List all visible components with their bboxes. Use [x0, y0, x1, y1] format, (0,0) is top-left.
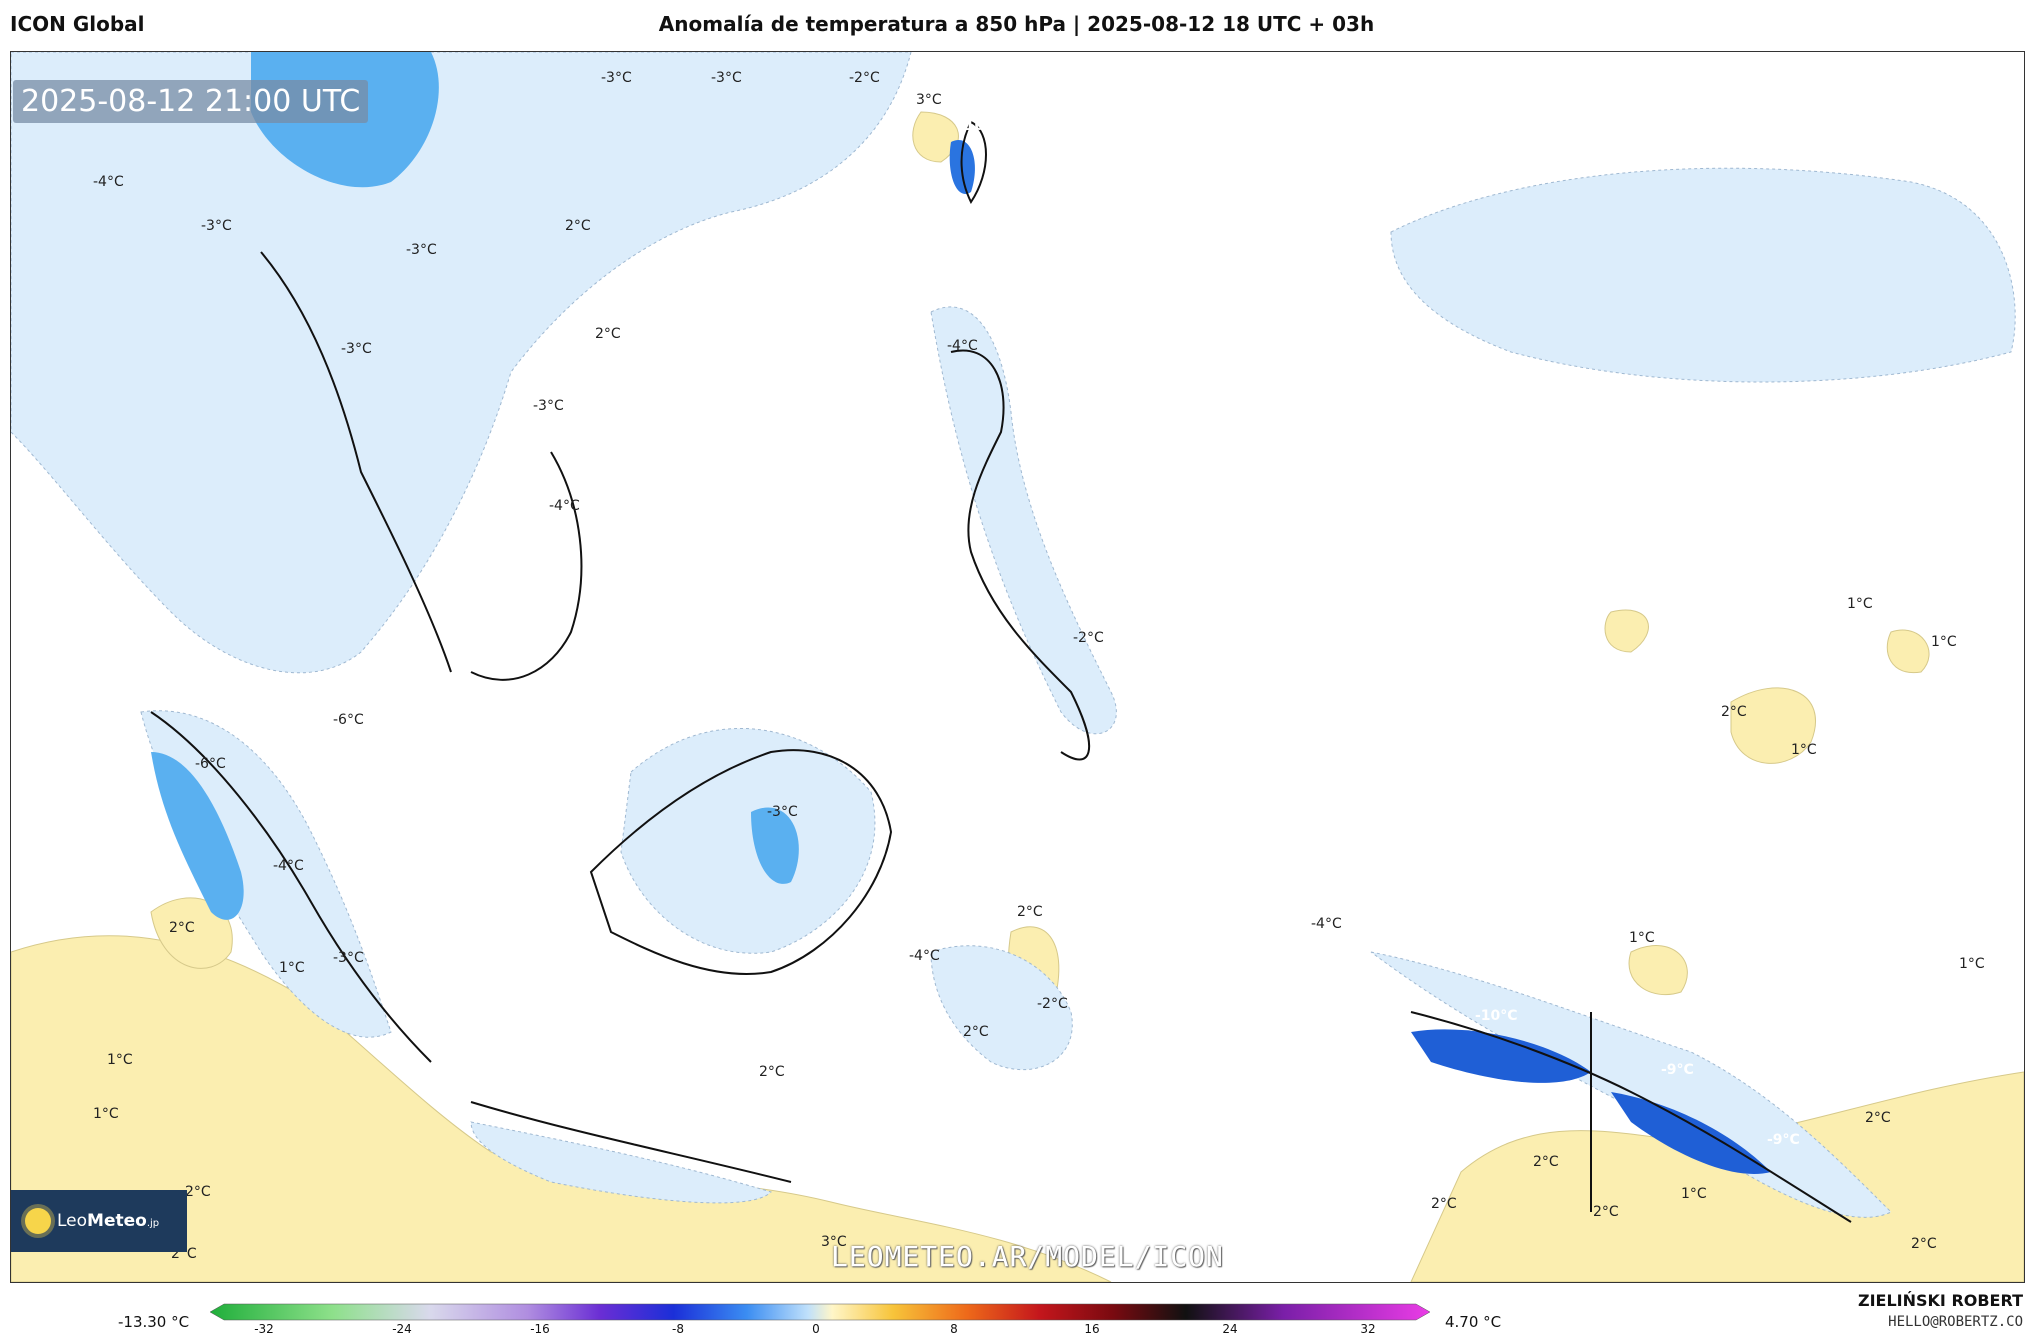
map-label: -6°C [195, 756, 226, 772]
map-label: -3°C [533, 398, 564, 414]
map-label: 1°C [1791, 742, 1817, 758]
map-label: 1°C [107, 1052, 133, 1068]
map-label: 2°C [1431, 1196, 1457, 1212]
colorbar-tick: 8 [950, 1322, 958, 1336]
colorbar-tick: 0 [812, 1322, 820, 1336]
map-label: 1°C [1959, 956, 1985, 972]
map-label: 2°C [963, 1024, 989, 1040]
map-panel[interactable]: -3°C -3°C -2°C 3°C -10°C -4°C -3°C 2°C -… [10, 51, 2025, 1283]
coastlines [150, 121, 1852, 1223]
source-watermark: LEOMETEO.AR/MODEL/ICON [831, 1240, 1224, 1273]
colorbar-tick: 32 [1360, 1322, 1376, 1336]
map-label: 2°C [1593, 1204, 1619, 1220]
map-label: 1°C [1847, 596, 1873, 612]
colorbar-tick: 24 [1222, 1322, 1238, 1336]
author-email[interactable]: HELLO@ROBERTZ.CO [1888, 1314, 2023, 1330]
map-label: -3°C [767, 804, 798, 820]
map-label: 2°C [185, 1184, 211, 1200]
map-label: -3°C [201, 218, 232, 234]
logo-text: LeoMeteo.jp [57, 1211, 160, 1231]
map-label: 2°C [759, 1064, 785, 1080]
author-name: ZIELIŃSKI ROBERT [1857, 1291, 2023, 1310]
colorbar-max-label: 4.70 °C [1445, 1313, 1502, 1331]
model-name: ICON Global [10, 12, 145, 36]
cold-anomaly-areas [11, 52, 2016, 1218]
map-label: 1°C [1931, 634, 1957, 650]
map-label: -4°C [93, 174, 124, 190]
map-label: 2°C [595, 326, 621, 342]
map-label: -4°C [549, 498, 580, 514]
map-label: -2°C [849, 70, 880, 86]
map-label: 2°C [1533, 1154, 1559, 1170]
leometeo-logo[interactable]: LeoMeteo.jp [11, 1190, 187, 1252]
map-labels: -3°C -3°C -2°C 3°C -10°C -4°C -3°C 2°C -… [93, 70, 1985, 1262]
map-label: -9°C [1767, 1132, 1800, 1148]
map-label: 1°C [1629, 930, 1655, 946]
map-label: -6°C [333, 712, 364, 728]
map-label: -4°C [909, 948, 940, 964]
map-label: 3°C [821, 1234, 847, 1250]
map-label: 1°C [1681, 1186, 1707, 1202]
map-label: 2°C [565, 218, 591, 234]
map-label: -3°C [333, 950, 364, 966]
map-label: -3°C [406, 242, 437, 258]
colorbar-tick: -24 [392, 1322, 412, 1336]
map-label: -4°C [273, 858, 304, 874]
map-label: 3°C [916, 92, 942, 108]
map-label: 2°C [169, 920, 195, 936]
map-label: -2°C [1073, 630, 1104, 646]
colorbar-tick: -8 [672, 1322, 684, 1336]
map-label: -3°C [601, 70, 632, 86]
map-label: -4°C [947, 338, 978, 354]
colorbar [210, 1303, 1430, 1321]
colorbar-min-label: -13.30 °C [118, 1313, 190, 1331]
map-label: -10°C [1475, 1008, 1518, 1024]
map-label: -2°C [1037, 996, 1068, 1012]
map-label: 2°C [1911, 1236, 1937, 1252]
map-title: Anomalía de temperatura a 850 hPa | 2025… [658, 12, 1375, 36]
map-label: 1°C [279, 960, 305, 976]
colorbar-tick: -32 [254, 1322, 274, 1336]
map-canvas: -3°C -3°C -2°C 3°C -10°C -4°C -3°C 2°C -… [11, 52, 2024, 1282]
map-label: 2°C [1865, 1110, 1891, 1126]
sun-icon [25, 1208, 51, 1234]
colorbar-tick: -16 [530, 1322, 550, 1336]
map-label: -9°C [1661, 1062, 1694, 1078]
map-label: -4°C [1311, 916, 1342, 932]
map-label: 1°C [93, 1106, 119, 1122]
valid-time-badge: 2025-08-12 21:00 UTC [13, 80, 369, 123]
map-label: 2°C [1017, 904, 1043, 920]
colorbar-tick: 16 [1084, 1322, 1100, 1336]
map-label: -3°C [711, 70, 742, 86]
map-label: -10°C [959, 118, 1002, 134]
map-label: -3°C [341, 341, 372, 357]
map-label: 2°C [1721, 704, 1747, 720]
